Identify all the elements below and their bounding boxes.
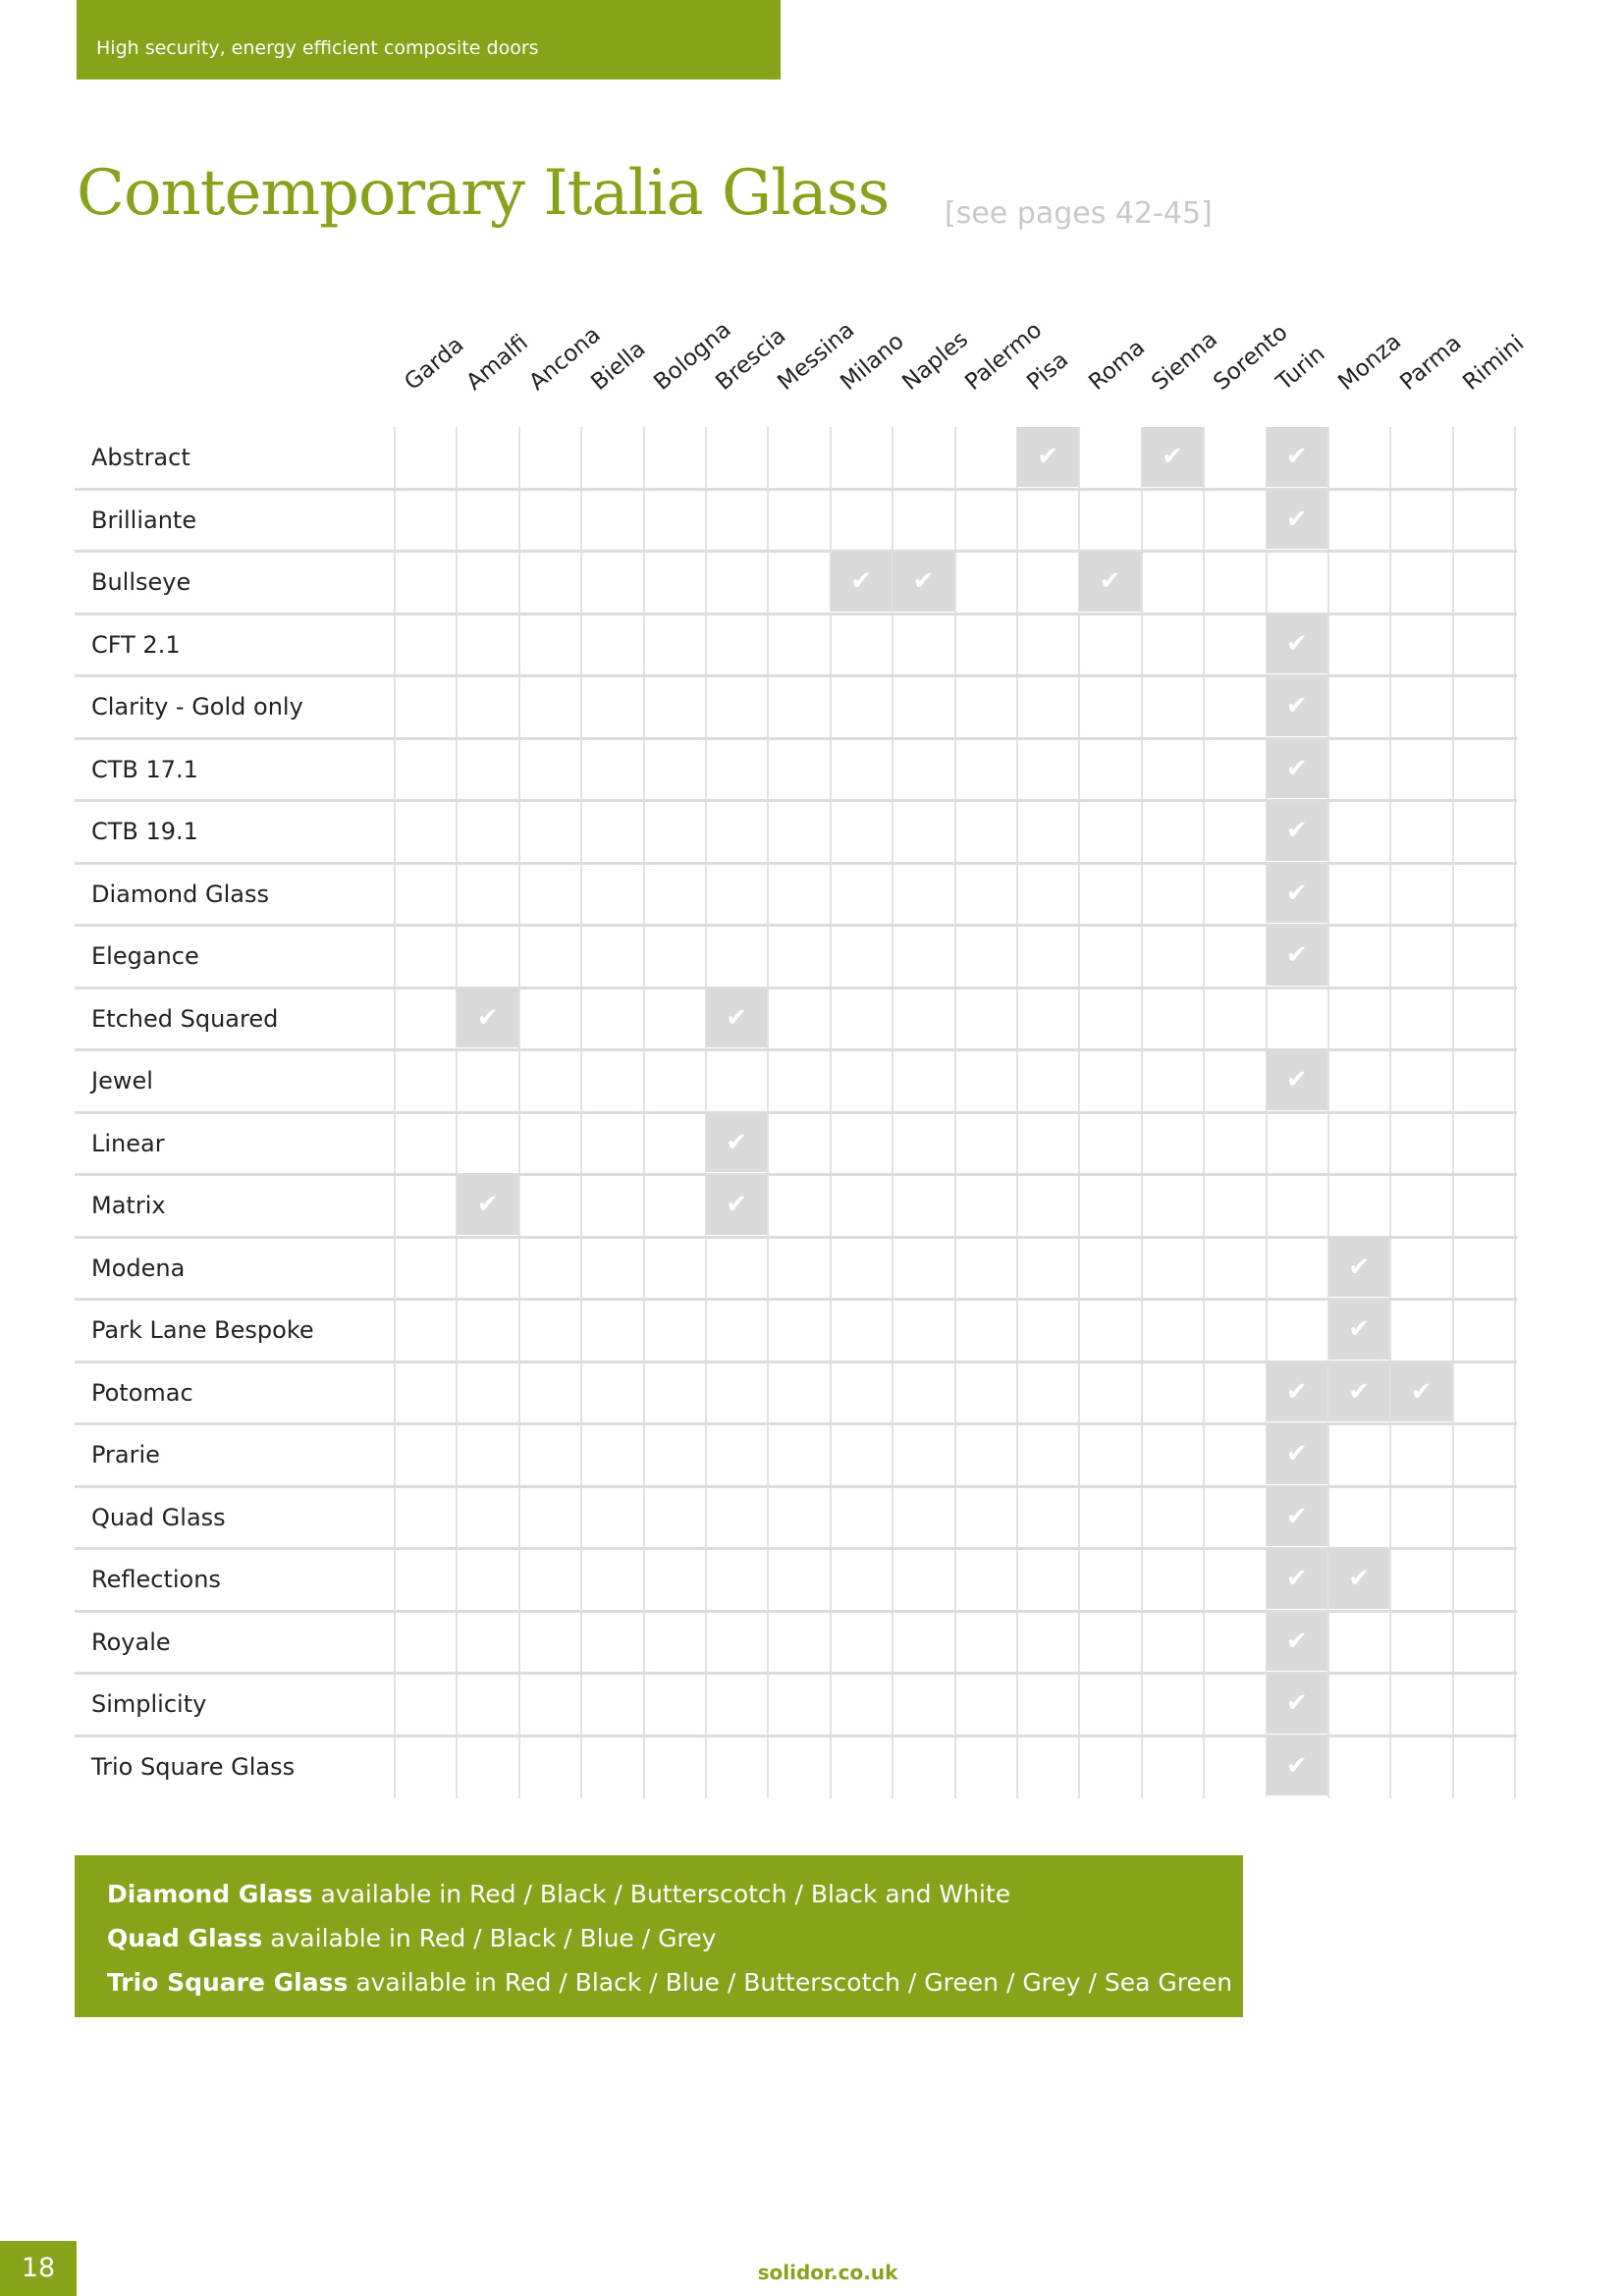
- row-divider: [75, 487, 1517, 491]
- column-header: Parma: [1395, 330, 1467, 396]
- check-cell: ✔: [457, 1175, 518, 1238]
- header-tagline: High security, energy efficient composit…: [96, 37, 539, 59]
- check-cell: ✔: [706, 1112, 768, 1175]
- row-divider: [75, 1484, 1517, 1488]
- note-line: Quad Glass available in Red / Black / Bl…: [107, 1924, 716, 1952]
- check-cell: ✔: [1266, 676, 1327, 739]
- column-header: Monza: [1333, 329, 1407, 396]
- page-title: Contemporary Italia Glass: [77, 157, 890, 230]
- column-header: Sienna: [1147, 326, 1222, 396]
- row-label: Linear: [91, 1129, 165, 1157]
- row-divider: [75, 1547, 1517, 1550]
- column-header: Garda: [400, 332, 469, 396]
- column-header: Amalfi: [461, 330, 534, 396]
- check-cell: ✔: [1079, 552, 1141, 614]
- check-cell: ✔: [1266, 1486, 1327, 1549]
- row-label: CFT 2.1: [91, 630, 181, 659]
- check-cell: ✔: [1266, 926, 1327, 988]
- page-reference: [see pages 42-45]: [945, 196, 1213, 231]
- check-cell: ✔: [706, 988, 768, 1050]
- colour-notes-box: Diamond Glass available in Red / Black /…: [75, 1855, 1243, 2017]
- check-cell: ✔: [1266, 1735, 1327, 1798]
- row-label: Clarity - Gold only: [91, 693, 303, 721]
- row-label: Reflections: [91, 1566, 221, 1593]
- check-cell: ✔: [1328, 1549, 1390, 1612]
- row-label: Jewel: [91, 1067, 153, 1095]
- row-label: Elegance: [91, 942, 199, 970]
- row-label: Etched Squared: [91, 1004, 279, 1033]
- row-label: Royale: [91, 1628, 171, 1656]
- row-label: CTB 17.1: [91, 755, 198, 783]
- check-cell: ✔: [1266, 614, 1327, 676]
- note-line: Diamond Glass available in Red / Black /…: [107, 1880, 1010, 1908]
- row-divider: [75, 1734, 1517, 1737]
- row-divider: [75, 612, 1517, 615]
- row-label: Bullseye: [91, 568, 191, 596]
- check-cell: ✔: [1141, 427, 1204, 490]
- check-cell: ✔: [1266, 427, 1327, 490]
- check-cell: ✔: [457, 988, 518, 1050]
- note-name: Diamond Glass: [107, 1880, 313, 1908]
- check-cell: ✔: [1266, 863, 1327, 926]
- check-cell: ✔: [1266, 489, 1327, 552]
- note-line: Trio Square Glass available in Red / Bla…: [107, 1968, 1232, 1997]
- row-divider: [75, 1235, 1517, 1239]
- row-divider: [75, 861, 1517, 865]
- row-divider: [75, 736, 1517, 740]
- note-text: available in Red / Black / Blue / Grey: [262, 1924, 717, 1952]
- check-cell: ✔: [1266, 801, 1327, 864]
- row-divider: [75, 924, 1517, 927]
- note-text: available in Red / Black / Blue / Butter…: [348, 1968, 1233, 1997]
- row-divider: [75, 1110, 1517, 1114]
- note-name: Quad Glass: [107, 1924, 263, 1952]
- check-cell: ✔: [1390, 1362, 1452, 1424]
- check-cell: ✔: [1328, 1362, 1390, 1424]
- row-divider: [75, 674, 1517, 677]
- note-name: Trio Square Glass: [107, 1968, 349, 1997]
- column-header: Rimini: [1458, 330, 1530, 396]
- row-label: Modena: [91, 1254, 186, 1282]
- row-label: Diamond Glass: [91, 880, 269, 908]
- check-cell: ✔: [1328, 1300, 1390, 1362]
- row-label: Quad Glass: [91, 1503, 226, 1531]
- column-header: Naples: [897, 326, 974, 396]
- column-header: Roma: [1084, 334, 1151, 396]
- website-link[interactable]: solidor.co.uk: [757, 2261, 898, 2284]
- check-cell: ✔: [1328, 1237, 1390, 1300]
- check-cell: ✔: [706, 1175, 768, 1238]
- row-divider: [75, 1173, 1517, 1176]
- row-divider: [75, 986, 1517, 989]
- row-divider: [75, 1360, 1517, 1363]
- check-cell: ✔: [893, 552, 954, 614]
- check-cell: ✔: [1266, 1549, 1327, 1612]
- row-label: Park Lane Bespoke: [91, 1316, 314, 1344]
- row-divider: [75, 1609, 1517, 1613]
- row-divider: [75, 1298, 1517, 1301]
- row-divider: [75, 1672, 1517, 1675]
- row-label: Potomac: [91, 1378, 193, 1407]
- check-cell: ✔: [1017, 427, 1079, 490]
- row-label: Brilliante: [91, 506, 197, 534]
- column-header: Pisa: [1022, 347, 1074, 396]
- row-label: Matrix: [91, 1192, 166, 1219]
- check-cell: ✔: [1266, 1362, 1327, 1424]
- check-cell: ✔: [1266, 1674, 1327, 1736]
- page-number: 18: [0, 2241, 77, 2296]
- header-bar: High security, energy efficient composit…: [77, 0, 781, 80]
- row-divider: [75, 1048, 1517, 1051]
- check-cell: ✔: [1266, 738, 1327, 801]
- check-cell: ✔: [1266, 1050, 1327, 1113]
- row-label: Trio Square Glass: [91, 1752, 296, 1781]
- note-text: available in Red / Black / Butterscotch …: [312, 1880, 1011, 1908]
- row-label: Simplicity: [91, 1690, 207, 1718]
- row-label: Abstract: [91, 444, 190, 471]
- check-cell: ✔: [830, 552, 893, 614]
- row-label: CTB 19.1: [91, 818, 198, 845]
- row-divider: [75, 799, 1517, 802]
- row-divider: [75, 1422, 1517, 1425]
- row-divider: [75, 550, 1517, 553]
- check-cell: ✔: [1266, 1424, 1327, 1487]
- row-label: Prarie: [91, 1441, 160, 1468]
- check-cell: ✔: [1266, 1611, 1327, 1674]
